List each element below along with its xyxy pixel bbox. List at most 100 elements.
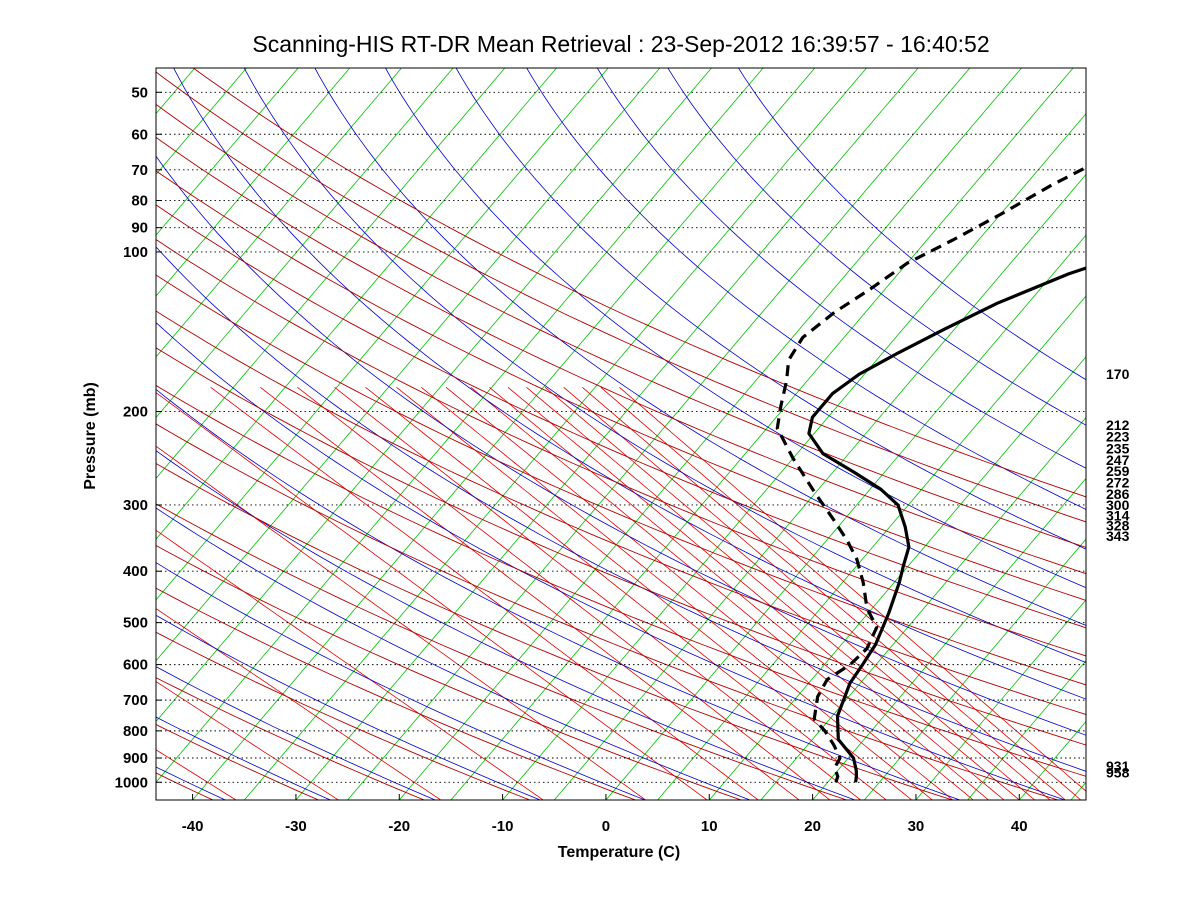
right-side-label: 931 bbox=[1106, 758, 1130, 774]
isotherm-line bbox=[450, 68, 1074, 800]
x-tick-label: 20 bbox=[804, 818, 821, 835]
isotherm-line bbox=[156, 68, 247, 176]
right-side-label: 272 bbox=[1106, 474, 1130, 490]
right-side-label: 958 bbox=[1106, 764, 1130, 780]
moist-adiabat bbox=[156, 716, 331, 800]
isotherm-line bbox=[156, 68, 661, 662]
y-tick-label: 80 bbox=[131, 193, 148, 210]
dry-adiabat bbox=[156, 103, 1086, 548]
x-tick-label: 40 bbox=[1011, 818, 1028, 835]
isotherm-line bbox=[863, 538, 1086, 800]
isotherm-line bbox=[243, 68, 867, 800]
moist-adiabat bbox=[156, 666, 436, 800]
saturation-line bbox=[507, 386, 1005, 800]
right-side-label: 300 bbox=[1106, 497, 1130, 513]
moist-adiabat bbox=[596, 68, 1086, 469]
moist-adiabat bbox=[314, 68, 1086, 626]
dry-adiabat bbox=[156, 347, 1086, 746]
moist-adiabat bbox=[243, 68, 1086, 663]
isotherm-line bbox=[156, 68, 557, 540]
dry-adiabat bbox=[193, 68, 1086, 498]
moist-adiabat bbox=[156, 388, 961, 800]
x-tick-label: 30 bbox=[908, 818, 925, 835]
moist-adiabat bbox=[156, 450, 856, 800]
isotherm-line bbox=[347, 68, 971, 800]
dry-adiabat bbox=[156, 239, 1086, 657]
isotherm-line bbox=[708, 356, 1086, 800]
dry-adiabat bbox=[156, 631, 530, 800]
isotherm-line bbox=[156, 68, 712, 723]
isotherm-line bbox=[553, 173, 1086, 800]
chart-title: Scanning-HIS RT-DR Mean Retrieval : 23-S… bbox=[252, 31, 989, 57]
y-tick-label: 500 bbox=[123, 615, 148, 632]
y-tick-label: 60 bbox=[131, 126, 148, 143]
saturation-line bbox=[297, 386, 831, 800]
y-tick-label: 600 bbox=[123, 657, 148, 674]
y-axis-ticks: 50 60 70 80 90 100 200 300 400 500 600 700 800 900 100… bbox=[115, 84, 162, 791]
saturation-line bbox=[156, 608, 441, 800]
y-tick-label: 100 bbox=[123, 244, 148, 261]
isotherm-line bbox=[0, 68, 143, 800]
isotherm-line bbox=[295, 68, 919, 800]
saturation-line bbox=[526, 386, 1020, 800]
x-tick-label: 0 bbox=[602, 818, 610, 835]
isotherm-line bbox=[812, 477, 1086, 800]
y-tick-label: 50 bbox=[131, 84, 148, 101]
right-side-label: 343 bbox=[1106, 528, 1130, 544]
isotherm-line bbox=[156, 68, 454, 419]
x-tick-label: -20 bbox=[388, 818, 410, 835]
dry-adiabat bbox=[156, 136, 1086, 575]
x-tick-label: 10 bbox=[701, 818, 718, 835]
moist-adiabat bbox=[156, 246, 1086, 772]
isotherm-line bbox=[605, 234, 1086, 800]
moist-adiabat bbox=[156, 562, 646, 800]
isotherm-line bbox=[156, 68, 351, 297]
isotherm-line bbox=[1174, 68, 1200, 800]
y-tick-label: 800 bbox=[123, 723, 148, 740]
dry-adiabat bbox=[156, 384, 1086, 777]
dry-adiabat bbox=[156, 310, 1086, 715]
x-tick-label: -40 bbox=[182, 818, 204, 835]
isotherm-line bbox=[156, 68, 764, 783]
y-tick-label: 300 bbox=[123, 497, 148, 514]
dry-adiabat bbox=[156, 462, 953, 800]
x-axis-ticks: -40 -30 -20 -10 0 10 20 30 40 bbox=[182, 794, 1028, 835]
moist-adiabat bbox=[156, 766, 226, 800]
saturation-line bbox=[563, 386, 1051, 800]
dry-adiabat bbox=[156, 724, 319, 800]
x-tick-label: -30 bbox=[285, 818, 307, 835]
saturation-line bbox=[421, 386, 933, 800]
isotherm-line bbox=[657, 295, 1086, 800]
right-side-label: 314 bbox=[1106, 507, 1130, 523]
saturation-line bbox=[619, 386, 1086, 792]
isotherm-line bbox=[1123, 68, 1200, 800]
saturation-line bbox=[156, 681, 339, 800]
dry-adiabat bbox=[156, 544, 742, 800]
saturation-line bbox=[445, 386, 954, 800]
y-tick-label: 200 bbox=[123, 404, 148, 421]
isotherm-line bbox=[156, 68, 299, 236]
y-tick-label: 700 bbox=[123, 692, 148, 709]
dry-adiabat bbox=[156, 204, 1086, 629]
moist-adiabat bbox=[156, 155, 1086, 736]
isotherm-line bbox=[1070, 781, 1086, 800]
y-tick-label: 900 bbox=[123, 750, 148, 767]
moist-adiabat bbox=[156, 321, 1065, 800]
moist-adiabat bbox=[156, 614, 541, 800]
dry-adiabat bbox=[156, 587, 636, 800]
saturation-line bbox=[260, 386, 800, 800]
right-side-label: 259 bbox=[1106, 463, 1130, 479]
saturation-line bbox=[470, 386, 974, 800]
isotherm-line bbox=[156, 68, 402, 358]
background-lines bbox=[0, 68, 1200, 800]
y-tick-label: 1000 bbox=[115, 774, 148, 791]
x-tick-label: -10 bbox=[492, 818, 514, 835]
right-side-label: 286 bbox=[1106, 486, 1130, 502]
saturation-line bbox=[365, 386, 887, 800]
moist-adiabat bbox=[156, 507, 751, 800]
dry-adiabat bbox=[156, 503, 847, 800]
isotherm-line bbox=[967, 660, 1086, 800]
dry-adiabat bbox=[156, 677, 425, 800]
